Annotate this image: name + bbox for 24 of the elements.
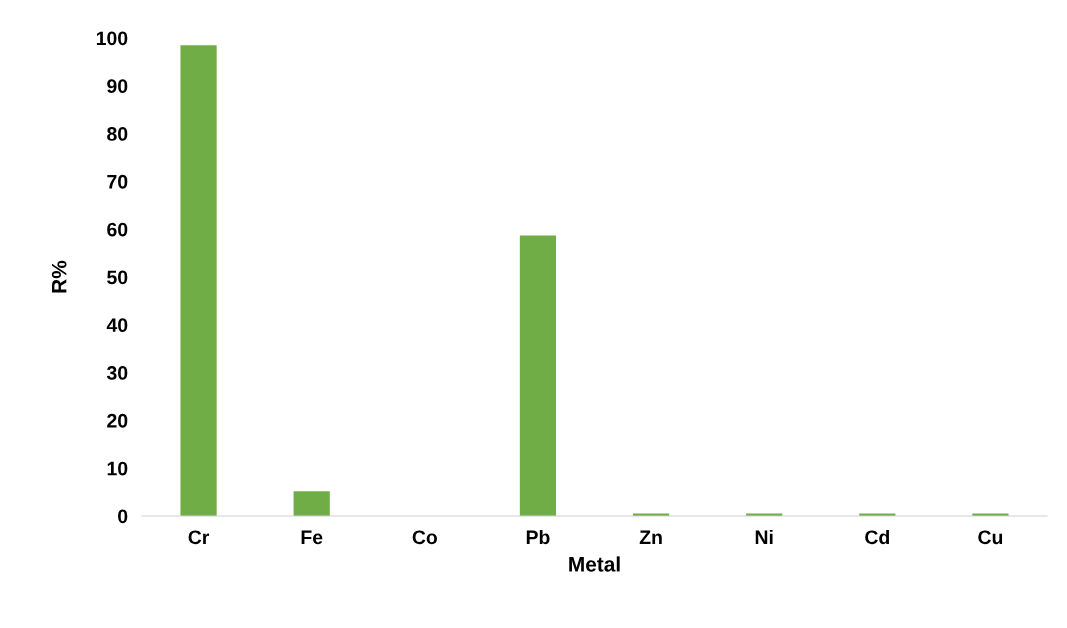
y-tick-label: 0	[118, 509, 128, 524]
x-tick-label: Fe	[301, 530, 323, 545]
x-tick-label: Cd	[865, 529, 889, 545]
bar	[180, 45, 217, 516]
x-tick-label: Pb	[526, 529, 550, 545]
y-tick-label: 10	[107, 461, 128, 476]
x-tick-label: Cu	[978, 530, 1003, 545]
y-tick-label: 70	[107, 174, 128, 189]
x-tick-label: Ni	[755, 529, 773, 544]
y-tick-label: 100	[96, 31, 128, 46]
y-tick-label: 60	[107, 222, 128, 237]
x-axis-title: Metal	[569, 556, 620, 572]
x-tick-label: Cr	[188, 530, 210, 545]
y-axis-title: R%	[51, 260, 67, 293]
bar	[293, 491, 330, 516]
y-tick-label: 50	[107, 270, 128, 285]
y-tick-label: 80	[107, 127, 128, 141]
bar	[519, 235, 557, 516]
x-tick-label: Co	[412, 530, 438, 545]
x-tick-label: Zn	[639, 530, 662, 544]
y-tick-label: 20	[107, 413, 128, 428]
y-tick-label: 30	[106, 366, 128, 380]
y-tick-label: 40	[106, 318, 128, 333]
y-tick-label: 90	[107, 79, 128, 94]
